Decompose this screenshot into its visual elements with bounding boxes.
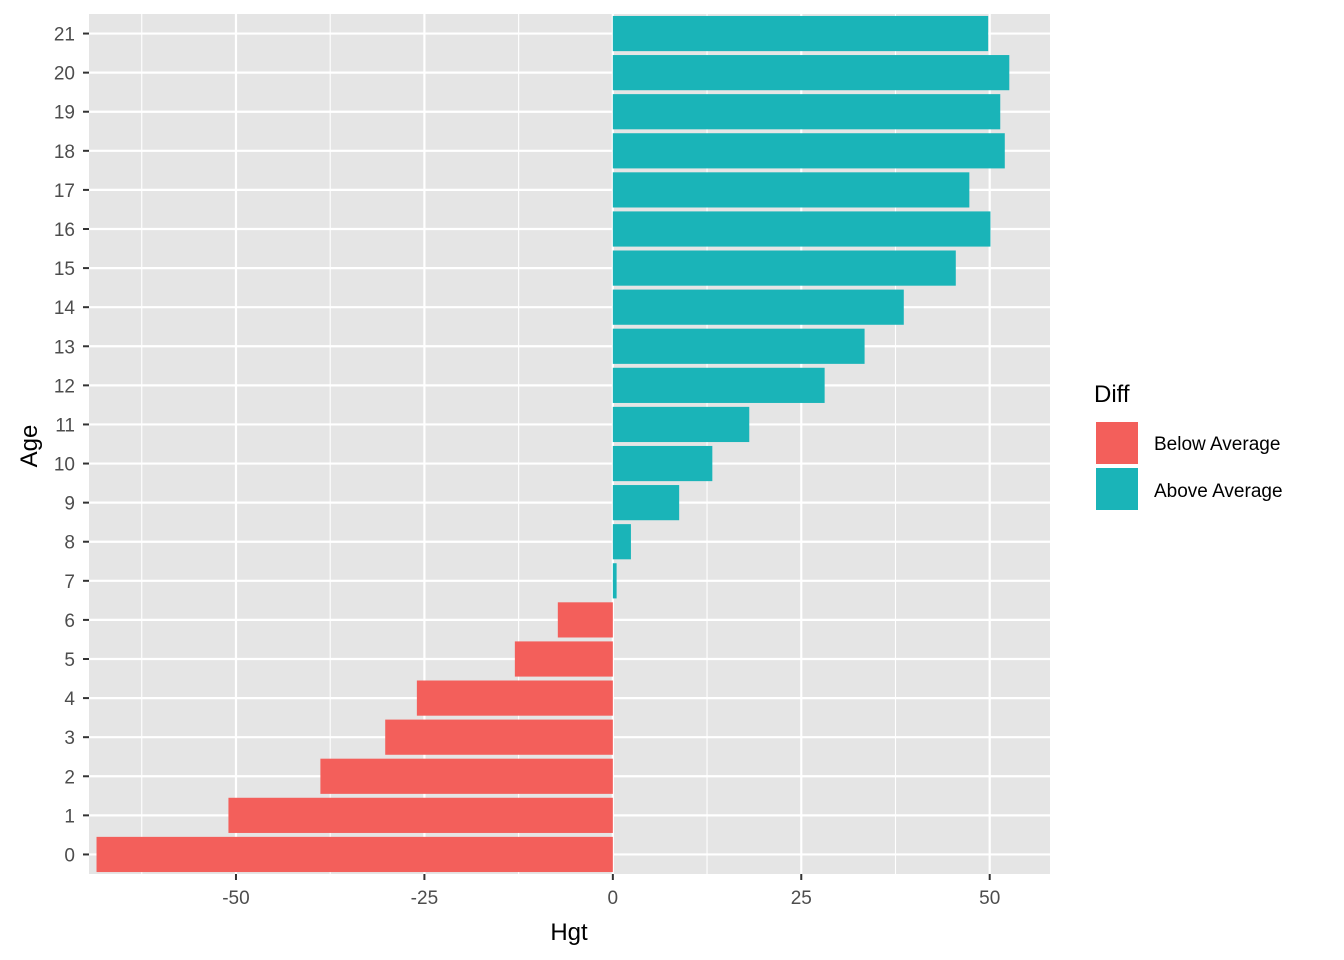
- y-tick-label: 14: [54, 298, 76, 319]
- bar-age-14: [612, 289, 904, 325]
- bar-age-5: [514, 641, 613, 677]
- bar-age-3: [385, 719, 613, 755]
- bar-age-10: [612, 445, 713, 482]
- bar-age-4: [416, 680, 613, 716]
- y-tick-label: 16: [54, 220, 75, 241]
- y-tick-label: 4: [64, 689, 75, 710]
- legend-label-above-average: Above Average: [1154, 481, 1283, 502]
- bar-age-1: [228, 797, 613, 833]
- bar-age-18: [612, 133, 1005, 169]
- y-tick-label: 10: [54, 455, 75, 476]
- bar-age-6: [557, 602, 613, 638]
- legend-label-below-average: Below Average: [1154, 434, 1280, 455]
- bars: [96, 15, 1010, 873]
- bar-age-7: [612, 563, 617, 599]
- y-axis-title: Age: [16, 425, 43, 468]
- bar-age-15: [612, 250, 956, 286]
- bar-age-8: [612, 524, 631, 560]
- y-tick-label: 1: [64, 806, 75, 827]
- x-tick-label: 25: [791, 888, 812, 909]
- y-tick-label: 12: [54, 376, 75, 397]
- bar-age-19: [612, 94, 1001, 130]
- x-tick-label: -25: [411, 888, 438, 909]
- y-tick-label: 15: [54, 259, 75, 280]
- legend: Diff Below Average Above Average: [1094, 381, 1283, 510]
- x-axis-title: Hgt: [550, 919, 588, 946]
- bar-age-16: [612, 211, 991, 247]
- x-tick-label: 50: [979, 888, 1000, 909]
- bar-age-11: [612, 406, 750, 443]
- x-axis: -50 -25 0 25 50: [222, 874, 1000, 909]
- y-tick-label: 3: [64, 728, 75, 749]
- y-tick-label: 13: [54, 337, 75, 358]
- bar-age-13: [612, 328, 865, 364]
- y-tick-label: 18: [54, 142, 75, 163]
- y-tick-label: 5: [64, 650, 75, 671]
- y-tick-label: 17: [54, 181, 75, 202]
- bar-age-0: [96, 836, 613, 873]
- y-tick-label: 0: [64, 845, 75, 866]
- bar-age-2: [320, 758, 613, 794]
- bar-age-17: [612, 172, 970, 208]
- y-tick-label: 8: [64, 533, 75, 554]
- bar-age-21: [612, 15, 989, 52]
- legend-key-above-average: [1096, 468, 1138, 510]
- y-tick-label: 2: [64, 767, 75, 788]
- legend-key-below-average: [1096, 422, 1138, 464]
- bar-age-9: [612, 485, 680, 521]
- x-tick-label: -50: [222, 888, 249, 909]
- y-tick-label: 21: [54, 25, 75, 46]
- y-tick-label: 20: [54, 64, 75, 85]
- y-tick-label: 11: [55, 415, 75, 436]
- x-tick-label: 0: [608, 888, 619, 909]
- y-tick-label: 9: [64, 494, 75, 515]
- y-tick-label: 19: [54, 103, 75, 124]
- bar-age-12: [612, 367, 825, 403]
- y-tick-label: 7: [64, 572, 75, 593]
- bar-age-20: [612, 55, 1010, 91]
- legend-title: Diff: [1094, 381, 1130, 408]
- y-tick-label: 6: [64, 611, 75, 632]
